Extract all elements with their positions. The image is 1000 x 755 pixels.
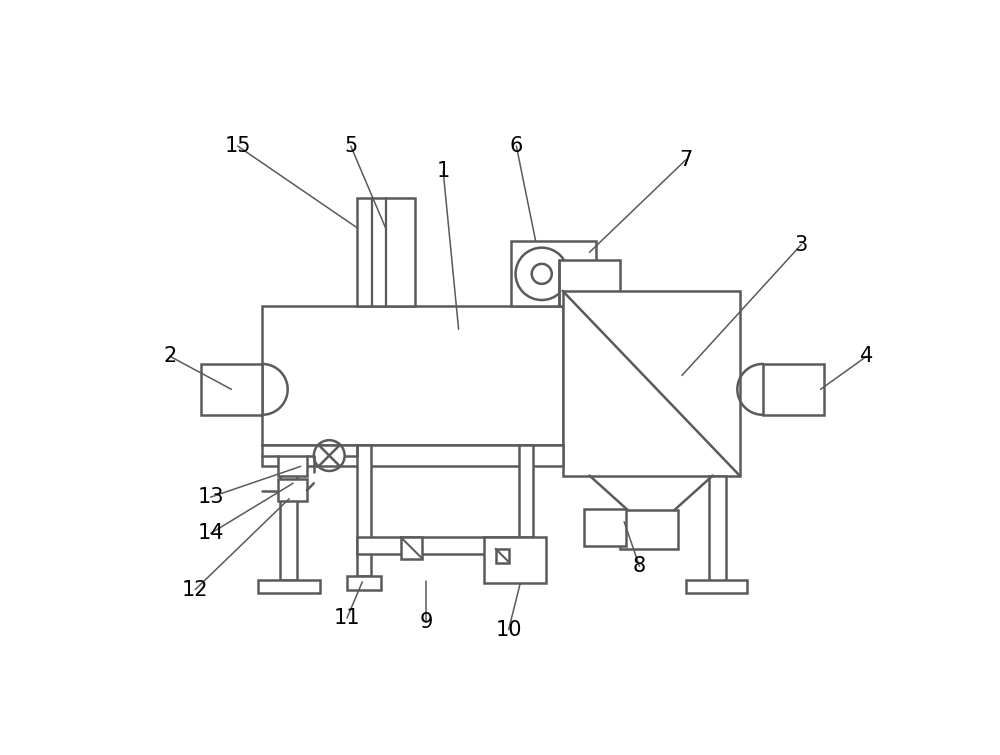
Bar bbox=[496, 549, 509, 562]
Bar bbox=[484, 538, 546, 584]
Bar bbox=[262, 307, 563, 445]
Bar bbox=[559, 260, 620, 307]
Bar bbox=[357, 445, 371, 576]
Bar bbox=[278, 479, 307, 501]
Text: 11: 11 bbox=[334, 608, 360, 628]
Bar bbox=[357, 538, 533, 554]
Bar bbox=[709, 476, 726, 587]
Text: 10: 10 bbox=[495, 620, 522, 639]
Text: 5: 5 bbox=[344, 136, 357, 156]
Bar bbox=[584, 509, 626, 546]
Text: 7: 7 bbox=[679, 150, 692, 170]
Bar bbox=[262, 445, 563, 467]
Bar bbox=[280, 468, 297, 580]
Text: 3: 3 bbox=[795, 235, 808, 254]
Text: 6: 6 bbox=[510, 136, 523, 156]
Text: 15: 15 bbox=[224, 136, 251, 156]
Text: 8: 8 bbox=[633, 556, 646, 577]
Text: 1: 1 bbox=[437, 162, 450, 181]
Bar bbox=[763, 364, 824, 414]
Bar bbox=[519, 445, 533, 545]
Bar bbox=[620, 510, 678, 549]
Bar bbox=[201, 364, 262, 414]
Text: 14: 14 bbox=[197, 523, 224, 544]
Bar bbox=[563, 291, 740, 476]
Bar bbox=[347, 576, 381, 590]
Text: 2: 2 bbox=[163, 347, 176, 366]
Bar bbox=[511, 241, 596, 307]
Text: 12: 12 bbox=[182, 580, 209, 599]
Bar bbox=[357, 199, 415, 307]
Text: 4: 4 bbox=[860, 347, 873, 366]
Bar bbox=[401, 538, 422, 559]
Bar bbox=[278, 456, 307, 476]
Bar bbox=[686, 580, 747, 593]
Text: 9: 9 bbox=[420, 612, 433, 632]
Bar bbox=[258, 580, 320, 593]
Text: 13: 13 bbox=[197, 487, 224, 507]
